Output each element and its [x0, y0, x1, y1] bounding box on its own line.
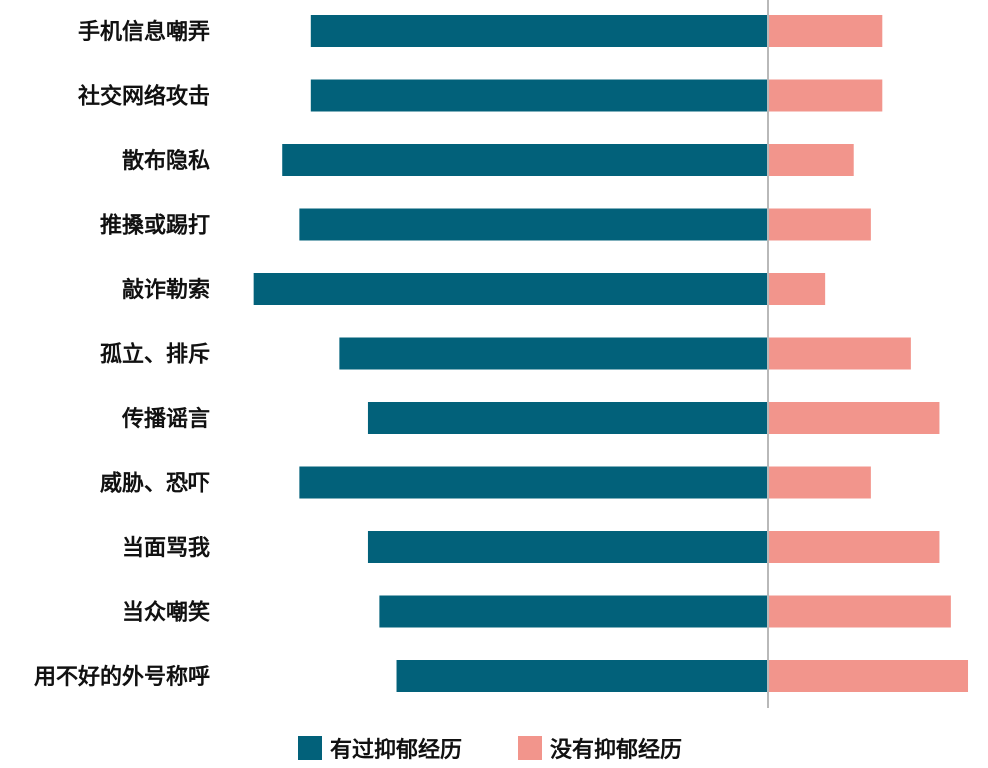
bar-depressed-10 — [396, 660, 768, 692]
bar-depressed-6 — [367, 402, 768, 434]
bar-depressed-5 — [339, 337, 768, 370]
bar-not-depressed-9 — [768, 595, 951, 628]
bar-depressed-9 — [379, 595, 768, 628]
bar-depressed-0 — [310, 15, 768, 47]
bar-not-depressed-10 — [768, 660, 969, 692]
category-label-8: 当面骂我 — [122, 536, 210, 561]
bar-depressed-3 — [299, 208, 768, 241]
category-label-7: 威胁、恐吓 — [100, 471, 210, 497]
category-label-4: 敲诈勒索 — [122, 277, 210, 303]
legend-label-not-depressed: 没有抑郁经历 — [550, 737, 682, 763]
legend-label-depressed: 有过抑郁经历 — [330, 737, 462, 763]
legend: 有过抑郁经历 没有抑郁经历 — [298, 736, 682, 763]
legend-swatch-depressed — [298, 736, 322, 760]
bar-depressed-8 — [367, 531, 768, 563]
bar-not-depressed-5 — [768, 337, 911, 370]
bar-not-depressed-2 — [768, 144, 854, 176]
bar-not-depressed-0 — [768, 15, 883, 47]
category-label-1: 社交网络攻击 — [78, 84, 210, 110]
category-label-9: 当众嘲笑 — [122, 600, 210, 626]
category-labels: 手机信息嘲弄社交网络攻击散布隐私推搡或踢打敲诈勒索孤立、排斥传播谣言威胁、恐吓当… — [34, 19, 210, 690]
bar-not-depressed-1 — [768, 79, 883, 112]
category-label-6: 传播谣言 — [121, 406, 210, 432]
category-label-0: 手机信息嘲弄 — [78, 19, 210, 45]
category-label-10: 用不好的外号称呼 — [34, 664, 210, 690]
bar-depressed-4 — [253, 273, 768, 305]
category-label-5: 孤立、排斥 — [100, 342, 210, 368]
bar-not-depressed-8 — [768, 531, 940, 563]
bars-group — [253, 15, 969, 692]
bar-not-depressed-7 — [768, 466, 871, 499]
legend-swatch-not-depressed — [518, 736, 542, 760]
bar-not-depressed-4 — [768, 273, 826, 305]
bar-not-depressed-6 — [768, 402, 940, 434]
bar-depressed-2 — [282, 144, 768, 176]
bar-depressed-1 — [310, 79, 768, 112]
category-label-2: 散布隐私 — [122, 148, 210, 174]
category-label-3: 推搡或踢打 — [100, 213, 210, 239]
bar-not-depressed-3 — [768, 208, 871, 241]
bar-depressed-7 — [299, 466, 768, 499]
